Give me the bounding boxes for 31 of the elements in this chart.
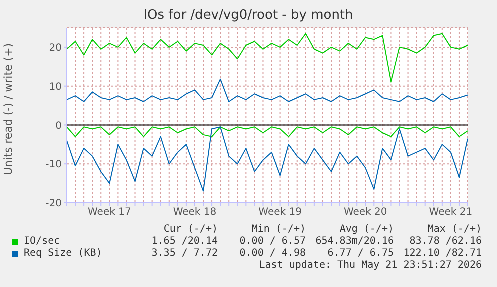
- y-tick-label: 10: [49, 82, 62, 93]
- y-tick-label: -10: [46, 160, 62, 171]
- text: Min (-/+): [250, 224, 306, 236]
- line-series: [66, 78, 468, 102]
- text: Max (-/+): [426, 224, 482, 236]
- y-tick-label: 20: [49, 42, 62, 54]
- text: 122.10 /82.71: [402, 248, 482, 260]
- line-series: [66, 33, 468, 83]
- legend-label: Req Size (KB): [24, 248, 102, 260]
- legend-label: IO/sec: [24, 236, 60, 248]
- x-tick-label: Week 18: [173, 207, 217, 218]
- text: 0.00 / 4.98: [238, 248, 306, 260]
- y-tick-label: 0: [56, 120, 62, 132]
- text: Avg (-/+): [338, 224, 394, 236]
- y-axis-title: Units read (-) / write (+): [2, 43, 15, 176]
- text: 654.83m/20.16: [314, 236, 394, 248]
- x-tick-label: Week 20: [344, 207, 388, 218]
- line-series: [66, 126, 468, 192]
- x-tick-label: Week 19: [258, 207, 302, 218]
- text: 0.00 / 6.57: [238, 236, 306, 248]
- text: 6.77 / 6.75: [326, 248, 394, 260]
- text: Last update: Thu May 21 23:51:27 2026: [258, 260, 482, 272]
- text: 83.78 /62.16: [408, 236, 482, 248]
- x-tick-label: Week 17: [88, 207, 132, 218]
- chart-title: IOs for /dev/vg0/root - by month: [142, 8, 354, 23]
- text: Cur (-/+): [162, 224, 218, 236]
- line-series: [66, 126, 468, 138]
- text: 1.65 /20.14: [150, 236, 218, 248]
- text: 3.35 / 7.72: [150, 248, 218, 260]
- x-tick-label: Week 21: [429, 207, 473, 218]
- y-tick-label: -20: [46, 198, 62, 210]
